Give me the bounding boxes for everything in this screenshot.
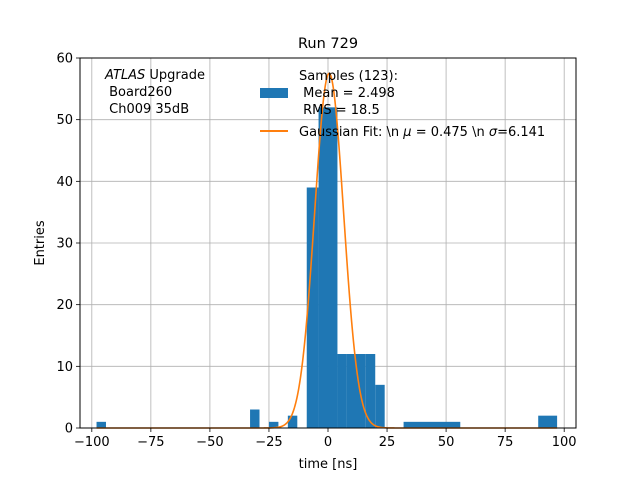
axis-ticks: −100 −75 −50 −25 0 25 50 75 100 0 10 20 30 40 50 60 [56,52,576,451]
y-tick-label: 50 [56,113,73,128]
x-tick-label: 0 [324,435,332,450]
histogram-bar [306,187,319,428]
legend-fit-sigma: σ [489,125,498,140]
annotation-atlas: ATLAS [104,68,145,83]
x-tick-label: −75 [137,435,164,450]
annotation-line-3: Ch009 35dB [105,102,189,117]
x-tick-label: 75 [497,435,514,450]
legend-histogram-line-3: RMS = 18.5 [299,103,380,118]
histogram-bar [318,107,338,428]
y-tick-label: 40 [56,175,73,190]
x-axis-label: time [ns] [299,457,358,472]
y-axis-label: Entries [33,220,48,266]
x-tick-label: −100 [74,435,110,450]
atlas-annotation: ATLAS Upgrade Board260 Ch009 35dB [104,68,205,117]
annotation-line-1: ATLAS Upgrade [104,68,205,83]
histogram-bar [538,415,558,428]
histogram-bar [96,421,106,428]
x-tick-label: −50 [196,435,223,450]
histogram-bar [365,354,376,428]
chart-title: Run 729 [298,36,358,52]
histogram-bar [337,354,347,428]
legend-fit-mid: = 0.475 \n [412,125,489,140]
y-tick-label: 20 [56,298,73,313]
x-tick-label: 100 [552,435,577,450]
x-tick-label: −25 [255,435,282,450]
y-tick-label: 0 [65,422,73,437]
legend: Samples (123): Mean = 2.498 RMS = 18.5 G… [260,69,545,140]
annotation-upgrade: Upgrade [145,68,205,83]
histogram-bar [250,409,260,428]
y-tick-label: 30 [56,237,73,252]
histogram-bar [375,384,385,428]
legend-fit-mu: μ [402,125,411,140]
histogram-bar [287,415,298,428]
y-tick-label: 60 [56,52,73,67]
y-tick-label: 10 [56,360,73,375]
histogram-bar [403,421,461,428]
histogram-bar [268,421,279,428]
legend-histogram-swatch [260,88,288,98]
x-tick-label: 50 [438,435,455,450]
x-tick-label: 25 [379,435,396,450]
histogram-bar [346,354,366,428]
legend-histogram-line-2: Mean = 2.498 [299,86,395,101]
annotation-line-2: Board260 [105,85,172,100]
legend-fit-prefix: Gaussian Fit: \n [299,125,403,140]
histogram-bars [96,107,558,428]
legend-histogram-line-1: Samples (123): [299,69,398,84]
legend-fit-suffix: =6.141 [497,125,545,140]
legend-fit-label: Gaussian Fit: \n μ = 0.475 \n σ=6.141 [299,125,545,140]
